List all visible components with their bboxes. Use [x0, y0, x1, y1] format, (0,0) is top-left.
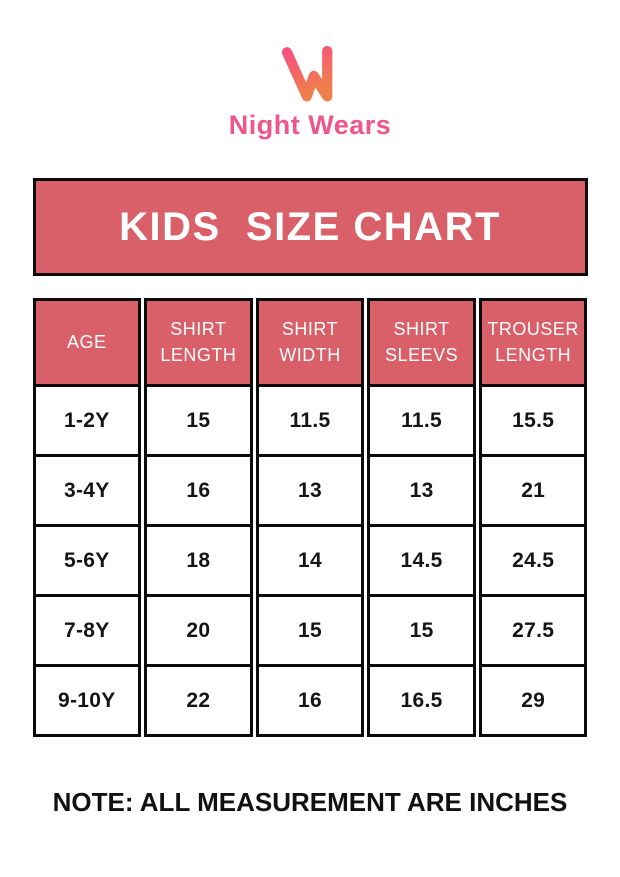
size-table: AGE 1-2Y 3-4Y 5-6Y 7-8Y 9-10Y SHIRT LENG… — [32, 298, 588, 737]
value-cell: 29 — [481, 664, 585, 734]
value-cell: 22 — [147, 664, 250, 734]
column-header-shirt-sleevs: SHIRT SLEEVS — [370, 301, 473, 384]
column-header-shirt-length: SHIRT LENGTH — [147, 301, 250, 384]
value-cell: 20 — [147, 594, 250, 664]
brand-logo-block: Night Wears — [0, 0, 620, 141]
measurement-note: NOTE: ALL MEASUREMENT ARE INCHES — [52, 787, 568, 817]
value-cell: 27.5 — [481, 594, 585, 664]
column-header-trouser-length: TROUSER LENGTH — [481, 301, 585, 384]
value-cell: 16 — [258, 664, 362, 734]
age-cell: 1-2Y — [35, 384, 139, 454]
table-column-age: AGE 1-2Y 3-4Y 5-6Y 7-8Y 9-10Y — [32, 298, 142, 737]
value-cell: 14 — [258, 524, 362, 594]
column-header-shirt-width: SHIRT WIDTH — [258, 301, 362, 384]
nw-monogram-icon — [281, 45, 333, 102]
value-cell: 15 — [258, 594, 362, 664]
page-title: KIDS SIZE CHART — [119, 204, 501, 249]
value-cell: 13 — [370, 454, 473, 524]
table-column-shirt-sleevs: SHIRT SLEEVS 11.5 13 14.5 15 16.5 — [367, 298, 476, 737]
value-cell: 21 — [481, 454, 585, 524]
age-cell: 3-4Y — [35, 454, 139, 524]
value-cell: 13 — [258, 454, 362, 524]
value-cell: 15 — [147, 384, 250, 454]
age-cell: 5-6Y — [35, 524, 139, 594]
age-cell: 9-10Y — [35, 664, 139, 734]
value-cell: 15 — [370, 594, 473, 664]
value-cell: 11.5 — [370, 384, 473, 454]
value-cell: 16.5 — [370, 664, 473, 734]
title-banner: KIDS SIZE CHART — [32, 178, 588, 276]
value-cell: 18 — [147, 524, 250, 594]
column-header-age: AGE — [35, 301, 139, 384]
value-cell: 15.5 — [481, 384, 585, 454]
value-cell: 11.5 — [258, 384, 362, 454]
table-column-shirt-width: SHIRT WIDTH 11.5 13 14 15 16 — [255, 298, 365, 737]
value-cell: 14.5 — [370, 524, 473, 594]
value-cell: 24.5 — [481, 524, 585, 594]
age-cell: 7-8Y — [35, 594, 139, 664]
table-column-trouser-length: TROUSER LENGTH 15.5 21 24.5 27.5 29 — [478, 298, 588, 737]
table-column-shirt-length: SHIRT LENGTH 15 16 18 20 22 — [144, 298, 253, 737]
brand-wordmark: Night Wears — [228, 110, 392, 140]
value-cell: 16 — [147, 454, 250, 524]
